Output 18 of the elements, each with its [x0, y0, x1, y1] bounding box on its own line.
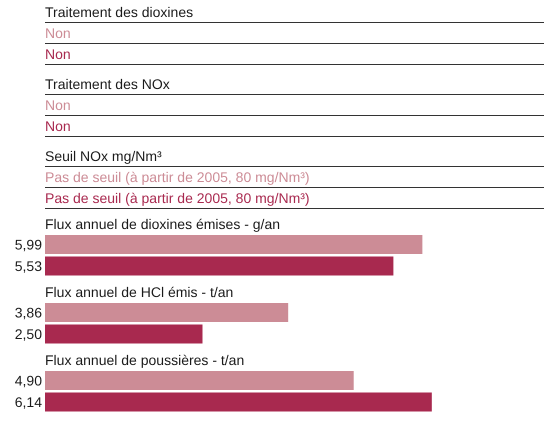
- text: Non: [45, 44, 544, 65]
- data-label: 4,90: [14, 372, 42, 388]
- data-label: 5,99: [14, 236, 42, 252]
- chart-title: Flux annuel de HCl émis - t/an: [45, 283, 234, 301]
- text: Seuil NOx mg/Nm³: [45, 146, 544, 167]
- chart-title: Flux annuel de dioxines émises - g/an: [45, 215, 282, 233]
- text: Traitement des dioxines: [45, 2, 544, 23]
- text: Pas de seuil (à partir de 2005, 80 mg/Nm³): [45, 188, 544, 209]
- data-label: 3,86: [14, 304, 42, 320]
- text: Pas de seuil (à partir de 2005, 80 mg/Nm³): [45, 167, 544, 188]
- data-label: 5,53: [14, 258, 42, 274]
- text: Non: [45, 95, 544, 116]
- chart-title: Flux annuel de poussières - t/an: [45, 351, 246, 369]
- data-label: 2,50: [14, 326, 42, 342]
- text: Non: [45, 23, 544, 44]
- data-label: 6,14: [14, 394, 42, 410]
- text: Non: [45, 116, 544, 137]
- text: Traitement des NOx: [45, 74, 544, 95]
